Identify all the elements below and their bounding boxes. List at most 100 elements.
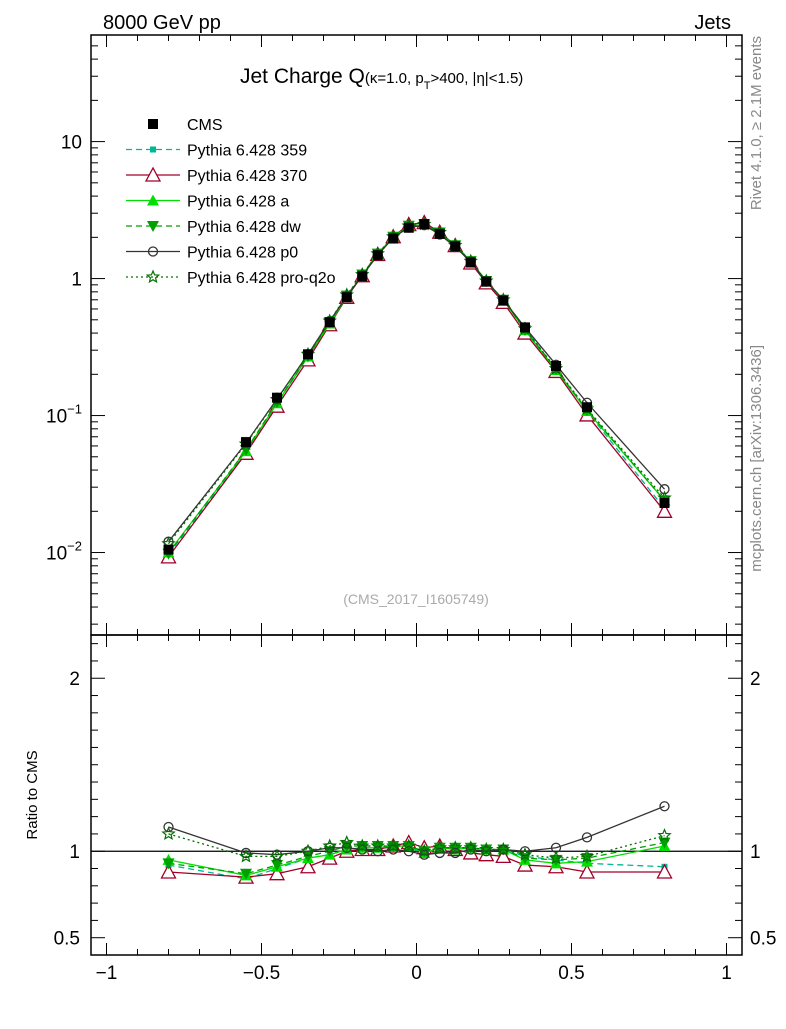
ratio-point-pythia-6-428-pro-q2o: [401, 838, 416, 853]
ratio-point-pythia-6-428-p0: [519, 846, 531, 857]
ratio-point-pythia-6-428-p0: [357, 844, 368, 855]
legend-label-cms: CMS: [187, 117, 223, 134]
ratio-y-tick-label: 0.5: [54, 929, 80, 950]
ratio-point-pythia-6-428-p0: [240, 847, 252, 859]
legend-marker-pythia-6-428-p0: [147, 246, 159, 257]
ratio-series-pythia-6-428-a: [162, 840, 671, 881]
legend-marker-pythia-6-428-pro-q2o: [145, 269, 161, 284]
ratio-point-pythia-6-428-370: [160, 863, 177, 879]
ratio-point-pythia-6-428-pro-q2o: [238, 848, 254, 863]
main-point-cms: [272, 392, 282, 403]
ratio-point-pythia-6-428-dw: [271, 860, 283, 872]
legend-label-pythia-6-428-a: Pythia 6.428 a: [187, 194, 289, 211]
main-point-cms: [465, 257, 476, 268]
ratio-point-pythia-6-428-pro-q2o: [386, 838, 401, 853]
main-point-cms: [341, 292, 352, 303]
ratio-point-pythia-6-428-370: [578, 863, 596, 879]
ratio-line-pythia-6-428-pro-q2o: [168, 833, 665, 859]
plot-title-cut-close: >400, |η|<1.5): [430, 70, 523, 87]
ratio-point-pythia-6-428-pro-q2o: [517, 847, 533, 861]
main-point-cms: [450, 241, 461, 252]
ratio-plot-frame: [90, 634, 743, 956]
y-tick-label: 1: [71, 270, 82, 291]
legend-marker-pythia-6-428-a: [147, 194, 159, 206]
main-point-cms: [357, 271, 368, 282]
main-point-cms: [303, 349, 313, 360]
y-tick-exponent: −1: [67, 402, 82, 417]
ratio-point-pythia-6-428-pro-q2o: [417, 843, 432, 858]
legend-entry-cms: CMS: [148, 117, 223, 134]
ratio-y-tick-label-right: 1: [750, 842, 761, 863]
ratio-point-pythia-6-428-pro-q2o: [657, 828, 672, 842]
legend-marker-pythia-6-428-dw: [147, 221, 159, 232]
ratio-point-pythia-6-428-pro-q2o: [339, 835, 354, 849]
main-series-layer: [160, 214, 673, 564]
ratio-point-pythia-6-428-pro-q2o: [479, 841, 494, 856]
x-tick-label: 0: [411, 963, 422, 984]
y-tick-base: 10: [46, 544, 67, 565]
ratio-point-pythia-6-428-pro-q2o: [432, 840, 447, 854]
main-point-cms: [551, 361, 561, 372]
ratio-point-pythia-6-428-p0: [481, 846, 492, 857]
ratio-series-pythia-6-428-pro-q2o: [161, 826, 672, 865]
plot-title-cut-open: (κ=1.0, p: [365, 70, 424, 87]
ratio-series-layer: [160, 801, 673, 884]
main-series-pythia-6-428-370: [160, 214, 673, 564]
legend-marker-pythia-6-428-359: [150, 146, 156, 153]
legend-entry-pythia-6-428-a: Pythia 6.428 a: [126, 194, 289, 211]
ratio-point-pythia-6-428-p0: [465, 844, 476, 855]
ratio-point-pythia-6-428-p0: [434, 847, 445, 859]
legend-entry-pythia-6-428-359: Pythia 6.428 359: [126, 143, 307, 160]
rivet-version-label: Rivet 4.1.0, ≥ 2.1M events: [748, 36, 765, 210]
main-point-cms: [163, 544, 174, 555]
ratio-point-pythia-6-428-370: [495, 848, 512, 864]
ratio-point-pythia-6-428-p0: [163, 821, 174, 833]
main-point-cms: [481, 276, 492, 287]
legend-label-pythia-6-428-370: Pythia 6.428 370: [187, 168, 307, 185]
ratio-point-pythia-6-428-370: [656, 863, 673, 879]
main-point-cms: [324, 317, 335, 328]
header-energy-label: 8000 GeV pp: [103, 12, 221, 34]
header-category-label: Jets: [694, 12, 731, 34]
ratio-point-pythia-6-428-p0: [659, 801, 670, 812]
legend-entry-pythia-6-428-p0: Pythia 6.428 p0: [126, 245, 298, 262]
main-point-pythia-6-428-370: [656, 502, 673, 518]
ratio-point-pythia-6-428-pro-q2o: [161, 826, 176, 841]
legend-label-pythia-6-428-p0: Pythia 6.428 p0: [187, 245, 298, 262]
ratio-point-pythia-6-428-pro-q2o: [370, 838, 385, 853]
ratio-point-pythia-6-428-pro-q2o: [448, 840, 463, 854]
main-point-cms: [403, 222, 414, 233]
ratio-point-pythia-6-428-pro-q2o: [322, 838, 337, 853]
ratio-y-tick-label: 2: [69, 669, 80, 690]
plot-title: Jet Charge Q(κ=1.0, pT>400, |η|<1.5): [240, 65, 523, 92]
ratio-point-pythia-6-428-pro-q2o: [496, 841, 511, 856]
ratio-point-pythia-6-428-p0: [341, 842, 352, 853]
ratio-point-pythia-6-428-p0: [419, 849, 430, 860]
legend-label-pythia-6-428-359: Pythia 6.428 359: [187, 143, 307, 160]
main-series-pythia-6-428-pro-q2o: [161, 216, 672, 550]
ratio-point-pythia-6-428-p0: [581, 832, 593, 843]
main-point-cms: [419, 219, 430, 230]
ratio-point-pythia-6-428-p0: [450, 847, 461, 859]
x-tick-label: 1: [721, 963, 732, 984]
ratio-axis-label: Ratio to CMS: [24, 750, 41, 839]
ratio-point-pythia-6-428-pro-q2o: [548, 850, 564, 865]
analysis-watermark: (CMS_2017_I1605749): [343, 591, 489, 607]
ratio-line-pythia-6-428-p0: [168, 805, 665, 856]
legend: CMS Pythia 6.428 359 Pythia 6.428 370 Pythi…: [126, 117, 336, 287]
legend-entry-pythia-6-428-dw: Pythia 6.428 dw: [126, 219, 301, 236]
legend-label-pythia-6-428-dw: Pythia 6.428 dw: [187, 219, 301, 236]
y-tick-label: 10: [61, 133, 82, 154]
ratio-point-pythia-6-428-370: [268, 865, 286, 881]
main-point-cms: [520, 322, 530, 333]
ratio-point-pythia-6-428-dw: [240, 868, 252, 880]
ratio-point-pythia-6-428-pro-q2o: [300, 843, 316, 858]
ratio-point-pythia-6-428-dw: [162, 858, 175, 870]
main-point-cms: [241, 437, 251, 448]
main-point-cms: [434, 228, 445, 239]
main-point-cms: [659, 497, 670, 508]
ratio-point-pythia-6-428-pro-q2o: [463, 840, 478, 854]
